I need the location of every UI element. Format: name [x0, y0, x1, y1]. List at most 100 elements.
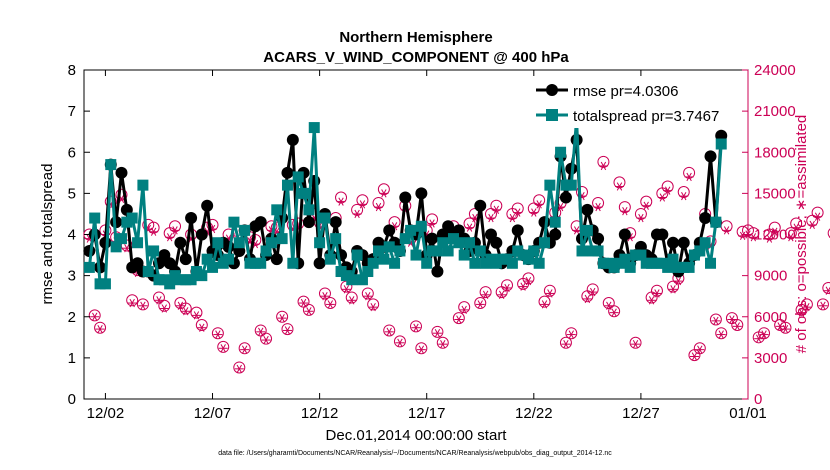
totalspread-point: [705, 257, 717, 269]
x-axis-label: Dec.01,2014 00:00:00 start: [326, 427, 508, 444]
rmse-point: [302, 216, 315, 229]
obs-assimilated-point: [384, 327, 394, 336]
obs-possible-point: [683, 166, 696, 179]
asterisk-stroke: [509, 213, 516, 223]
obs-possible-point: [351, 203, 364, 216]
totalspread-point: [378, 253, 390, 265]
totalspread-point: [522, 253, 534, 265]
totalspread-point: [469, 257, 481, 269]
rmse-point: [699, 212, 712, 225]
obs-assimilated-point: [304, 307, 314, 316]
obs-possible-point: [543, 284, 556, 297]
x-tick-label: 12/22: [515, 405, 553, 422]
totalspread-point: [164, 278, 176, 290]
asterisk-stroke: [161, 304, 168, 313]
obs-assimilated-point: [523, 276, 533, 286]
obs-possible-point: [233, 361, 246, 374]
obs-assimilated-point: [695, 345, 705, 354]
obs-assimilated-point: [502, 283, 512, 293]
asterisk-stroke: [531, 208, 537, 217]
totalspread-point: [330, 233, 342, 245]
obs-possible-point: [538, 295, 551, 308]
asterisk-stroke: [263, 335, 269, 345]
asterisk-stroke: [241, 345, 248, 354]
obs-assimilated-point: [657, 193, 667, 202]
asterisk-stroke: [761, 330, 767, 339]
asterisk-stroke: [472, 213, 478, 223]
asterisk-stroke: [215, 330, 221, 339]
x-tick-label: 12/02: [87, 405, 125, 422]
asterisk-stroke: [750, 233, 757, 242]
obs-assimilated-point: [416, 345, 426, 354]
totalspread-point: [99, 278, 111, 290]
totalspread-point: [265, 237, 277, 249]
rmse-point: [704, 150, 717, 163]
asterisk-stroke: [541, 300, 548, 309]
asterisk-stroke: [199, 323, 205, 332]
chart-title-line-1: Northern Hemisphere: [339, 29, 492, 46]
obs-possible-point: [822, 281, 830, 294]
obs-assimilated-point: [631, 340, 641, 349]
asterisk-stroke: [664, 186, 671, 195]
obs-possible-point: [629, 336, 642, 349]
asterisk-stroke: [177, 301, 184, 310]
obs-possible-point: [533, 194, 546, 207]
asterisk-stroke: [498, 290, 505, 299]
asterisk-stroke: [440, 340, 446, 349]
rmse-point: [538, 216, 551, 229]
totalspread-point: [271, 204, 283, 216]
asterisk-stroke: [338, 197, 344, 206]
totalspread-point: [555, 146, 567, 158]
x-tick-label: 01/01: [729, 405, 767, 422]
asterisk-stroke: [632, 340, 639, 349]
obs-assimilated-point: [486, 213, 496, 223]
totalspread-point: [431, 245, 443, 257]
asterisk-stroke: [691, 352, 698, 361]
y-right-tick-label: 24000: [754, 62, 796, 79]
obs-assimilated-point: [218, 344, 228, 353]
totalspread-point: [292, 171, 304, 183]
obs-possible-point: [693, 342, 706, 355]
asterisk-stroke: [756, 334, 762, 343]
obs-possible-point: [211, 327, 224, 340]
totalspread-point: [83, 261, 95, 273]
obs-assimilated-point: [427, 219, 437, 228]
obs-possible-point: [388, 216, 401, 229]
totalspread-point: [544, 179, 556, 191]
asterisk-stroke: [156, 296, 162, 305]
totalspread-point: [458, 249, 470, 261]
y-left-tick-label: 8: [68, 62, 76, 79]
y-left-tick-label: 1: [68, 350, 76, 367]
obs-possible-point: [597, 155, 610, 168]
x-tick-label: 12/27: [622, 405, 660, 422]
obs-possible-point: [88, 309, 101, 322]
x-tick-label: 12/12: [301, 405, 339, 422]
asterisk-stroke: [606, 301, 612, 310]
asterisk-stroke: [622, 207, 628, 216]
obs-assimilated-point: [149, 227, 159, 236]
totalspread-point: [281, 179, 293, 191]
obs-possible-point: [115, 188, 128, 201]
asterisk-stroke: [504, 283, 510, 293]
error-series: [83, 113, 728, 290]
totalspread-point: [437, 237, 449, 249]
obs-assimilated-point: [395, 338, 405, 347]
obs-possible-point: [152, 291, 165, 304]
totalspread-point: [196, 270, 208, 282]
asterisk-stroke: [488, 213, 494, 223]
obs-assimilated-point: [620, 207, 630, 216]
obs-possible-point: [410, 320, 422, 333]
obs-assimilated-point: [341, 285, 351, 294]
obs-possible-point: [318, 287, 331, 300]
obs-possible-point: [758, 327, 771, 340]
obs-assimilated-point: [368, 303, 378, 312]
obs-assimilated-point: [641, 201, 651, 210]
totalspread-point: [565, 179, 577, 191]
rmse-point: [618, 228, 631, 241]
obs-possible-point: [559, 336, 572, 349]
rmse-point: [511, 224, 524, 237]
asterisk-stroke: [456, 315, 462, 324]
obs-possible-point: [238, 342, 251, 355]
obs-possible-point: [768, 221, 781, 234]
totalspread-point: [694, 245, 706, 257]
